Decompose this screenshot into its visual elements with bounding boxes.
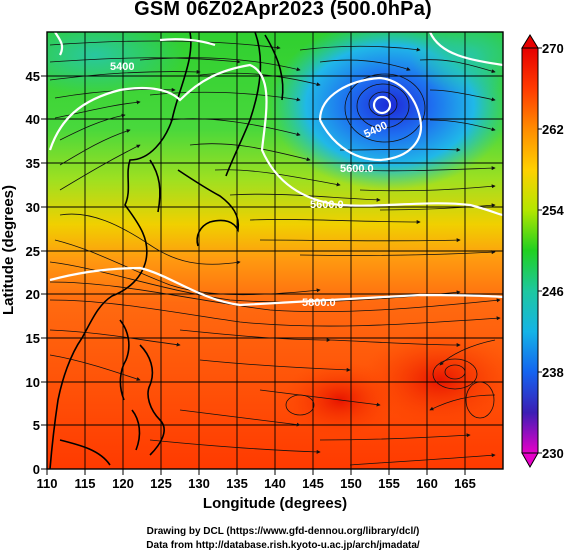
colorbar-label: 238: [542, 365, 564, 380]
y-tick-label: 25: [26, 244, 40, 259]
x-axis-tick-labels: 110 115 120 125 130 135 140 145 150 155 …: [37, 476, 476, 491]
plot-title: GSM 06Z02Apr2023 (500.0hPa): [134, 0, 432, 20]
graticule: [47, 32, 503, 469]
colorbar-label: 270: [542, 41, 564, 56]
y-tick-label: 0: [33, 462, 40, 477]
colorbar-label: 230: [542, 446, 564, 461]
colorbar-label: 246: [542, 284, 564, 299]
y-tick-label: 5: [33, 418, 40, 433]
x-tick-label: 110: [37, 476, 58, 491]
x-tick-label: 150: [340, 476, 362, 491]
y-tick-label: 30: [26, 200, 40, 215]
wind-streamlines: [49, 40, 501, 466]
contour-label: 5800.0: [302, 297, 336, 309]
x-tick-label: 120: [112, 476, 134, 491]
colorbar: 270 262 254 246 238 230: [521, 34, 564, 469]
x-axis-tick-marks: [46, 469, 466, 475]
x-tick-label: 125: [150, 476, 172, 491]
temperature-field: [47, 32, 503, 469]
x-tick-label: 115: [75, 476, 96, 491]
x-axis-label: Longitude (degrees): [203, 495, 347, 512]
colorbar-label: 262: [542, 122, 564, 137]
coastlines: [49, 32, 284, 469]
height-contours: [48, 32, 503, 307]
x-tick-label: 160: [416, 476, 438, 491]
y-tick-label: 10: [26, 375, 40, 390]
x-tick-label: 165: [454, 476, 476, 491]
credit-data-source: Data from http://database.rish.kyoto-u.a…: [146, 540, 420, 551]
y-axis-tick-marks: [41, 75, 47, 470]
y-axis-label: Latitude (degrees): [0, 185, 17, 315]
colorbar-label: 254: [542, 203, 564, 218]
credit-drawing: Drawing by DCL (https://www.gfd-dennou.o…: [146, 526, 420, 537]
y-axis-tick-labels: 0 5 10 15 20 25 30 35 40 45: [26, 69, 40, 477]
x-tick-label: 135: [226, 476, 248, 491]
x-tick-label: 145: [302, 476, 324, 491]
korea-coast: [149, 159, 161, 213]
x-tick-label: 155: [378, 476, 400, 491]
y-tick-label: 40: [26, 112, 40, 127]
y-tick-label: 35: [26, 156, 40, 171]
colorbar-top-arrow: [521, 34, 539, 49]
vortex-spirals: [285, 73, 495, 419]
contour-label: 5400: [110, 61, 134, 73]
contour-label: 5600.0: [340, 163, 374, 175]
y-tick-label: 45: [26, 69, 40, 84]
x-tick-label: 140: [264, 476, 286, 491]
colorbar-scale: [521, 47, 539, 454]
contour-label: 5600.0: [310, 199, 344, 211]
x-tick-label: 130: [188, 476, 210, 491]
y-tick-label: 15: [26, 331, 40, 346]
colorbar-bottom-arrow: [521, 452, 539, 469]
y-tick-label: 20: [26, 287, 40, 302]
